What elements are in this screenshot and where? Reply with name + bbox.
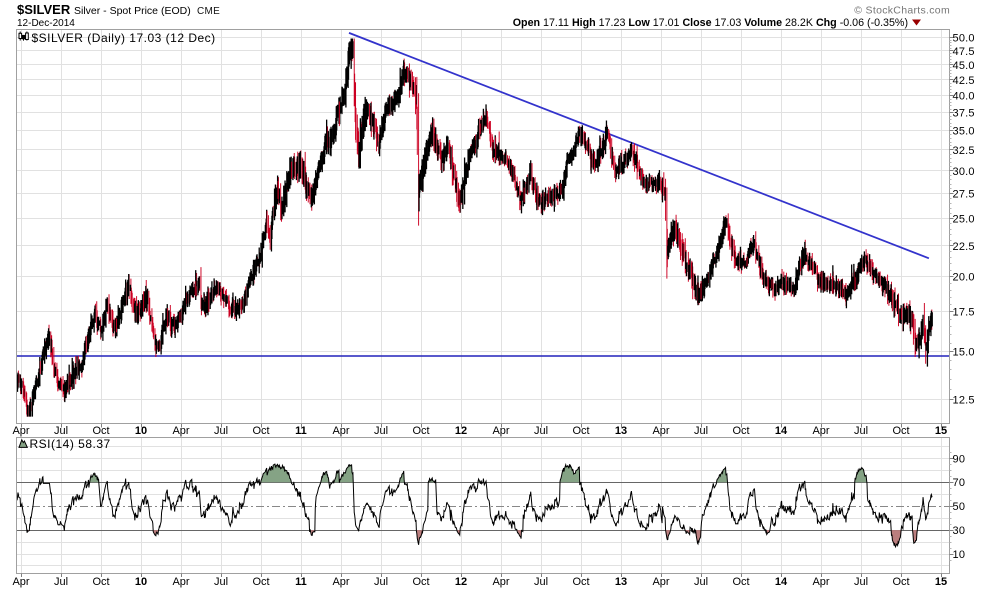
svg-text:20.0: 20.0 — [953, 272, 975, 284]
svg-text:35.0: 35.0 — [953, 126, 975, 138]
svg-text:22.5: 22.5 — [953, 241, 975, 253]
svg-text:Jul: Jul — [374, 576, 388, 588]
svg-text:CME: CME — [197, 6, 220, 17]
svg-text:© StockCharts.com: © StockCharts.com — [854, 4, 950, 16]
svg-text:47.5: 47.5 — [953, 46, 975, 58]
svg-text:Oct: Oct — [892, 576, 909, 588]
svg-text:Jul: Jul — [854, 576, 868, 588]
svg-text:Jul: Jul — [854, 425, 868, 437]
svg-text:Apr: Apr — [332, 425, 349, 437]
svg-text:$SILVER: $SILVER — [17, 2, 71, 17]
svg-text:Apr: Apr — [12, 576, 29, 588]
svg-text:10: 10 — [953, 549, 966, 561]
svg-text:13: 13 — [615, 576, 627, 588]
svg-text:Oct: Oct — [92, 425, 109, 437]
svg-text:Apr: Apr — [812, 425, 829, 437]
svg-text:11: 11 — [295, 425, 307, 437]
svg-text:12-Dec-2014: 12-Dec-2014 — [17, 18, 75, 29]
svg-text:Apr: Apr — [172, 576, 189, 588]
svg-text:15: 15 — [935, 425, 947, 437]
svg-text:27.5: 27.5 — [953, 189, 975, 201]
svg-text:Oct: Oct — [572, 425, 589, 437]
svg-text:50.0: 50.0 — [953, 33, 975, 45]
svg-text:Apr: Apr — [172, 425, 189, 437]
svg-text:Apr: Apr — [812, 576, 829, 588]
svg-text:14: 14 — [775, 576, 788, 588]
svg-text:Jul: Jul — [214, 425, 228, 437]
svg-text:15: 15 — [935, 576, 947, 588]
svg-text:11: 11 — [295, 576, 307, 588]
svg-text:Oct: Oct — [252, 425, 269, 437]
svg-text:Jul: Jul — [694, 425, 708, 437]
svg-text:Jul: Jul — [534, 576, 548, 588]
svg-text:70: 70 — [953, 477, 966, 489]
svg-text:12.5: 12.5 — [953, 394, 975, 406]
svg-text:Oct: Oct — [92, 576, 109, 588]
svg-text:40.0: 40.0 — [953, 91, 975, 103]
svg-text:13: 13 — [615, 425, 627, 437]
svg-text:15.0: 15.0 — [953, 347, 975, 359]
svg-text:Jul: Jul — [694, 576, 708, 588]
svg-text:Oct: Oct — [732, 425, 749, 437]
svg-text:Oct: Oct — [732, 576, 749, 588]
svg-text:10: 10 — [135, 576, 147, 588]
svg-text:Oct: Oct — [252, 576, 269, 588]
svg-text:30.0: 30.0 — [953, 166, 975, 178]
svg-text:Oct: Oct — [412, 425, 429, 437]
svg-text:14: 14 — [775, 425, 788, 437]
svg-text:Silver - Spot Price (EOD): Silver - Spot Price (EOD) — [74, 5, 191, 17]
svg-text:50: 50 — [953, 501, 966, 513]
svg-text:45.0: 45.0 — [953, 60, 975, 72]
svg-text:12: 12 — [455, 425, 467, 437]
svg-text:32.5: 32.5 — [953, 145, 975, 157]
svg-text:37.5: 37.5 — [953, 108, 975, 120]
svg-text:Apr: Apr — [652, 576, 669, 588]
svg-text:Open 17.11 High 17.23 Low 17.0: Open 17.11 High 17.23 Low 17.01 Close 17… — [513, 17, 908, 29]
svg-text:RSI(14) 58.37: RSI(14) 58.37 — [30, 437, 111, 451]
svg-text:90: 90 — [953, 453, 966, 465]
svg-text:Apr: Apr — [332, 576, 349, 588]
svg-text:Jul: Jul — [534, 425, 548, 437]
svg-text:17.5: 17.5 — [953, 307, 975, 319]
svg-text:12: 12 — [455, 576, 467, 588]
svg-text:Apr: Apr — [12, 425, 29, 437]
svg-text:Oct: Oct — [412, 576, 429, 588]
svg-text:Jul: Jul — [374, 425, 388, 437]
svg-text:Oct: Oct — [892, 425, 909, 437]
svg-text:Apr: Apr — [492, 425, 509, 437]
svg-text:Jul: Jul — [214, 576, 228, 588]
svg-text:25.0: 25.0 — [953, 213, 975, 225]
svg-text:30: 30 — [953, 525, 966, 537]
svg-text:Oct: Oct — [572, 576, 589, 588]
svg-text:10: 10 — [135, 425, 147, 437]
svg-text:Jul: Jul — [54, 425, 68, 437]
svg-text:$SILVER (Daily) 17.03 (12 Dec): $SILVER (Daily) 17.03 (12 Dec) — [32, 31, 216, 45]
svg-text:42.5: 42.5 — [953, 75, 975, 87]
svg-text:Apr: Apr — [652, 425, 669, 437]
svg-text:Apr: Apr — [492, 576, 509, 588]
svg-text:Jul: Jul — [54, 576, 68, 588]
